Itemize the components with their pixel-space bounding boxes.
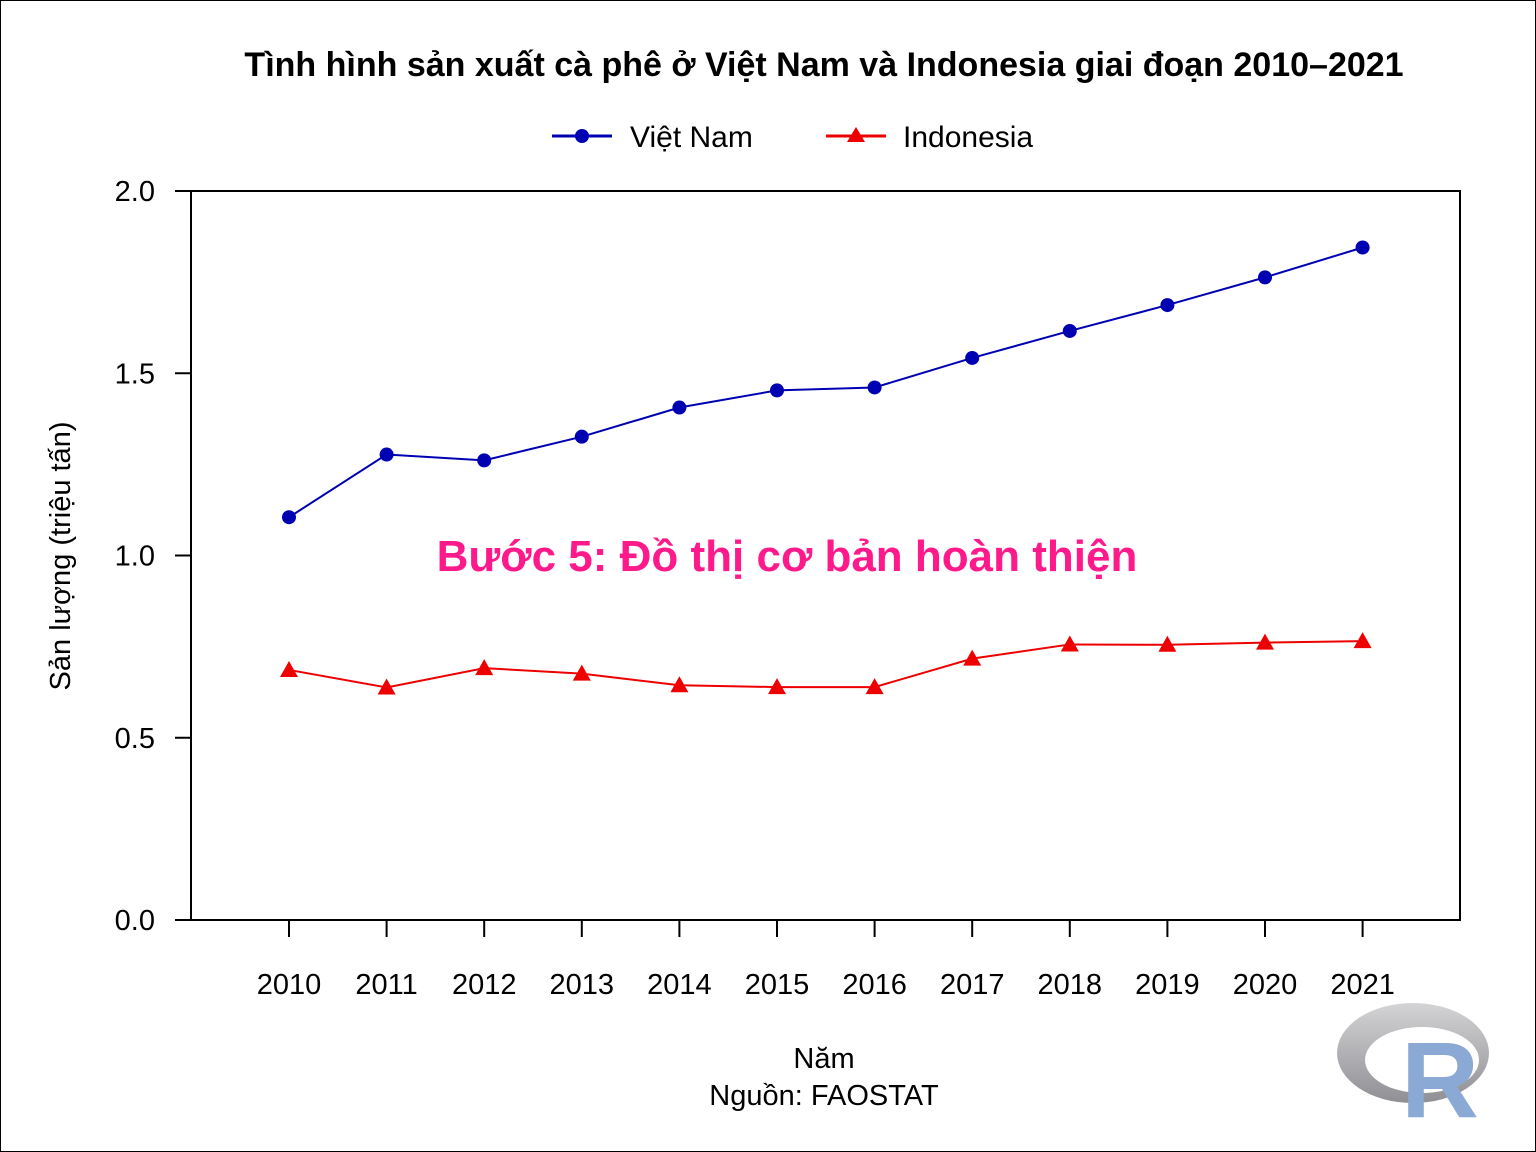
- data-point: [1160, 298, 1175, 313]
- legend-marker-indonesia: [847, 127, 865, 142]
- data-point: [379, 447, 394, 462]
- legend-item-vietnam: Việt Nam: [552, 121, 753, 154]
- x-tick-label: 2015: [745, 969, 810, 1001]
- y-tick-label: 0.0: [115, 905, 155, 937]
- data-point: [377, 678, 396, 695]
- x-tick-label: 2011: [355, 969, 417, 1001]
- data-point: [280, 660, 298, 677]
- legend-marker-vietnam: [575, 129, 589, 143]
- x-tick-label: 2021: [1330, 969, 1395, 1001]
- r-logo-letter: R: [1401, 1019, 1479, 1140]
- x-axis: 2010 2011 2012 2013 2014 2015 2016 2017 2018 2019…: [257, 920, 1395, 1001]
- y-tick-label: 1.5: [115, 358, 155, 390]
- x-tick-label: 2017: [940, 969, 1005, 1001]
- series-line: [288, 246, 1363, 519]
- series-indonesia: [280, 632, 1372, 695]
- data-point: [1062, 323, 1077, 338]
- r-logo-icon: R: [1337, 1003, 1489, 1140]
- y-axis-label: Sản lượng (triệu tấn): [45, 422, 77, 691]
- legend-label-indonesia: Indonesia: [903, 121, 1033, 154]
- data-point: [768, 678, 786, 695]
- series-layer: [280, 240, 1372, 695]
- data-point: [477, 453, 492, 468]
- r-logo-ring-hole: [1365, 1027, 1479, 1093]
- data-point: [1256, 633, 1274, 650]
- data-point: [572, 664, 591, 681]
- chart-title: Tình hình sản xuất cà phê ở Việt Nam và …: [244, 46, 1403, 84]
- series-line: [288, 640, 1363, 689]
- x-tick-label: 2016: [842, 969, 907, 1001]
- data-point: [670, 676, 689, 693]
- x-axis-label: Năm: [793, 1043, 854, 1075]
- annotation-text: Bước 5: Đồ thị cơ bản hoàn thiện: [437, 532, 1138, 581]
- data-point: [1353, 632, 1372, 649]
- series-vietnam: [282, 240, 1370, 525]
- x-tick-label: 2019: [1135, 969, 1200, 1001]
- data-point: [770, 383, 784, 398]
- data-point: [965, 350, 980, 365]
- legend-item-indonesia: Indonesia: [826, 121, 1033, 154]
- data-point: [1355, 240, 1370, 255]
- x-tick-label: 2013: [550, 969, 615, 1001]
- y-tick-label: 0.5: [115, 723, 155, 755]
- x-tick-label: 2020: [1233, 969, 1298, 1001]
- data-point: [1158, 635, 1177, 652]
- data-point: [963, 649, 982, 666]
- legend-label-vietnam: Việt Nam: [630, 121, 753, 154]
- data-point: [672, 400, 687, 415]
- y-tick-label: 2.0: [115, 176, 155, 208]
- x-tick-label: 2018: [1038, 969, 1103, 1001]
- data-point: [574, 429, 589, 444]
- data-point: [865, 678, 884, 695]
- x-tick-label: 2014: [647, 969, 712, 1001]
- data-point: [1258, 270, 1272, 285]
- data-point: [867, 380, 882, 395]
- x-tick-label: 2010: [257, 969, 322, 1001]
- y-tick-label: 1.0: [115, 541, 155, 573]
- x-tick-label: 2012: [452, 969, 517, 1001]
- data-point: [1060, 635, 1079, 652]
- legend: Việt Nam Indonesia: [552, 121, 1033, 154]
- y-axis: 0.0 0.5 1.0 1.5 2.0: [115, 176, 191, 937]
- data-point: [282, 510, 296, 525]
- data-point: [475, 659, 494, 676]
- source-note: Nguồn: FAOSTAT: [709, 1080, 939, 1112]
